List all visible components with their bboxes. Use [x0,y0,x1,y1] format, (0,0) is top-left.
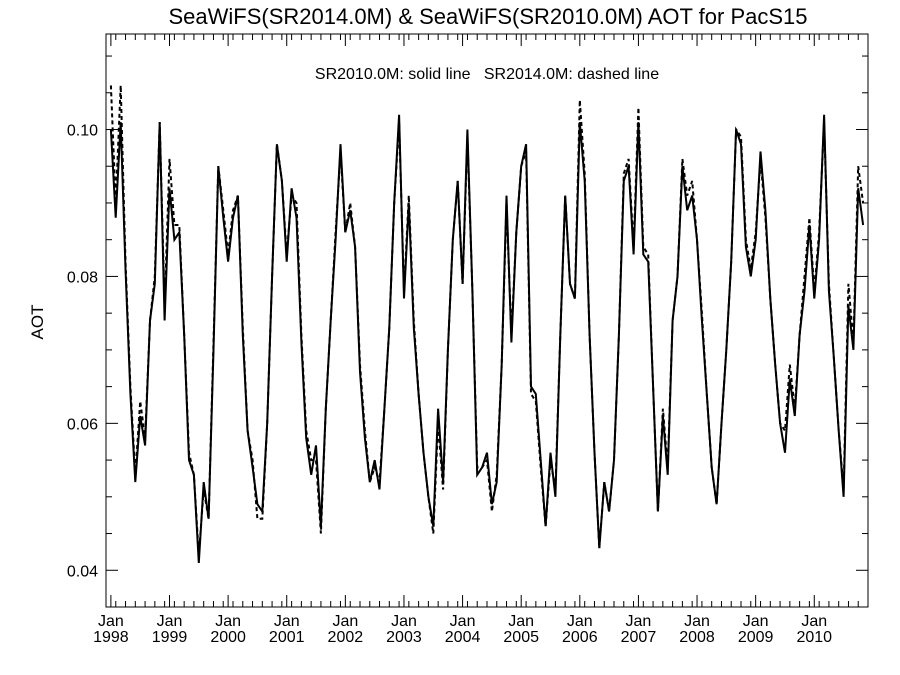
x-tick-label-year: 1998 [93,629,129,646]
x-tick-label-year: 2010 [796,629,832,646]
x-tick-label-year: 2000 [210,629,246,646]
x-tick-label-year: 2005 [503,629,539,646]
series-line-sr2014-0m [111,85,863,555]
x-tick-label-year: 2009 [738,629,774,646]
x-axis: Jan1998Jan1999Jan2000Jan2001Jan2002Jan20… [93,34,868,646]
x-tick-label-month: Jan [684,613,710,630]
y-tick-label: 0.10 [67,123,98,140]
x-tick-label-year: 2007 [621,629,657,646]
chart-title: SeaWiFS(SR2014.0M) & SeaWiFS(SR2010.0M) … [168,4,807,29]
x-tick-label-month: Jan [391,613,417,630]
x-tick-label-month: Jan [508,613,534,630]
x-tick-label-month: Jan [450,613,476,630]
x-tick-label-year: 2002 [328,629,364,646]
x-tick-label-year: 2008 [679,629,715,646]
x-tick-label-month: Jan [332,613,358,630]
series-group [111,85,863,563]
x-tick-label-year: 1999 [152,629,188,646]
plot-frame [106,34,868,607]
y-tick-label: 0.06 [67,416,98,433]
x-tick-label-month: Jan [626,613,652,630]
y-tick-label: 0.04 [67,563,98,580]
x-tick-label-month: Jan [801,613,827,630]
x-tick-label-year: 2004 [445,629,481,646]
x-tick-label-month: Jan [567,613,593,630]
x-tick-label-year: 2003 [386,629,422,646]
x-tick-label-month: Jan [743,613,769,630]
x-tick-label-month: Jan [215,613,241,630]
x-tick-label-year: 2001 [269,629,305,646]
x-tick-label-year: 2006 [562,629,598,646]
series-line-sr2010-0m [111,115,863,563]
x-tick-label-month: Jan [274,613,300,630]
y-axis-label: AOT [28,305,47,340]
x-tick-label-month: Jan [157,613,183,630]
chart-annotation: SR2010.0M: solid line SR2014.0M: dashed … [315,66,659,83]
y-tick-label: 0.08 [67,269,98,286]
x-tick-label-month: Jan [98,613,124,630]
